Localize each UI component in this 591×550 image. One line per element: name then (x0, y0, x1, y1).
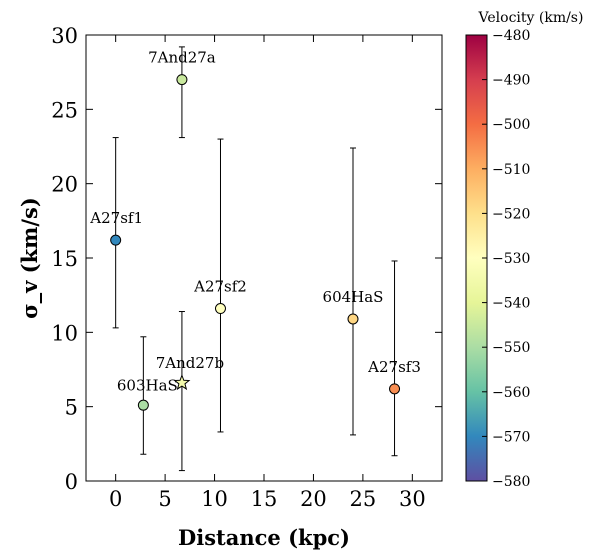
x-tick-label: 30 (399, 487, 426, 511)
colorbar-tick-label: −570 (492, 429, 530, 445)
colorbar-tick-label: −550 (492, 340, 530, 356)
y-tick-label: 25 (51, 98, 78, 122)
point-label: 603HaS (117, 377, 178, 395)
x-tick-label: 5 (158, 487, 171, 511)
data-point: A27sf2 (193, 138, 247, 433)
point-label: A27sf1 (89, 209, 143, 227)
colorbar-tick-label: −540 (492, 296, 530, 312)
point-marker (347, 313, 359, 325)
x-tick-label: 25 (350, 487, 377, 511)
x-tick-label: 15 (251, 487, 278, 511)
point-marker (389, 383, 401, 395)
data-point: 7And27b (156, 311, 224, 472)
point-label: 604HaS (323, 288, 384, 306)
point-label: A27sf3 (367, 358, 421, 376)
point-marker (214, 303, 226, 315)
colorbar-tick-label: −480 (492, 28, 530, 44)
y-tick-label: 5 (65, 396, 78, 420)
x-axis-label: Distance (kpc) (178, 525, 350, 550)
colorbar-tick-label: −510 (492, 162, 530, 178)
y-tick-label: 15 (51, 247, 78, 271)
x-tick-label: 0 (109, 487, 122, 511)
axes-frame (85, 34, 443, 482)
point-marker (176, 74, 188, 86)
data-point: A27sf1 (89, 137, 143, 329)
x-tick-label: 20 (300, 487, 327, 511)
point-marker-star (173, 373, 191, 391)
point-marker (110, 234, 122, 246)
colorbar-title: Velocity (km/s) (478, 10, 584, 26)
point-label: 7And27a (148, 49, 216, 67)
point-label: 7And27b (156, 354, 224, 372)
y-axis-label: σ_v (km/s) (17, 197, 42, 319)
y-tick-label: 0 (65, 470, 78, 494)
point-marker (137, 399, 149, 411)
y-tick-label: 20 (51, 173, 78, 197)
colorbar-tick-label: −500 (492, 117, 530, 133)
colorbar-tick-label: −490 (492, 73, 530, 89)
colorbar-tick-label: −560 (492, 385, 530, 401)
colorbar-tick-label: −580 (492, 474, 530, 490)
data-point: 603HaS (117, 336, 178, 455)
y-tick-label: 10 (51, 321, 78, 345)
y-tick-label: 30 (51, 24, 78, 48)
colorbar-tick-label: −520 (492, 206, 530, 222)
data-point: A27sf3 (367, 260, 421, 457)
x-tick-label: 10 (201, 487, 228, 511)
data-point: 7And27a (148, 46, 216, 139)
data-point: 604HaS (323, 147, 384, 436)
point-label: A27sf2 (193, 278, 247, 296)
colorbar-tick-label: −530 (492, 251, 530, 267)
plot-area: 0 5 10 15 20 25 30 0 5 10 15 20 25 30 Distance (kpc) σ_… (17, 24, 443, 550)
colorbar: −480 −490 −500 −510 −520 −530 −540 −550 −560 −570… (465, 10, 584, 490)
